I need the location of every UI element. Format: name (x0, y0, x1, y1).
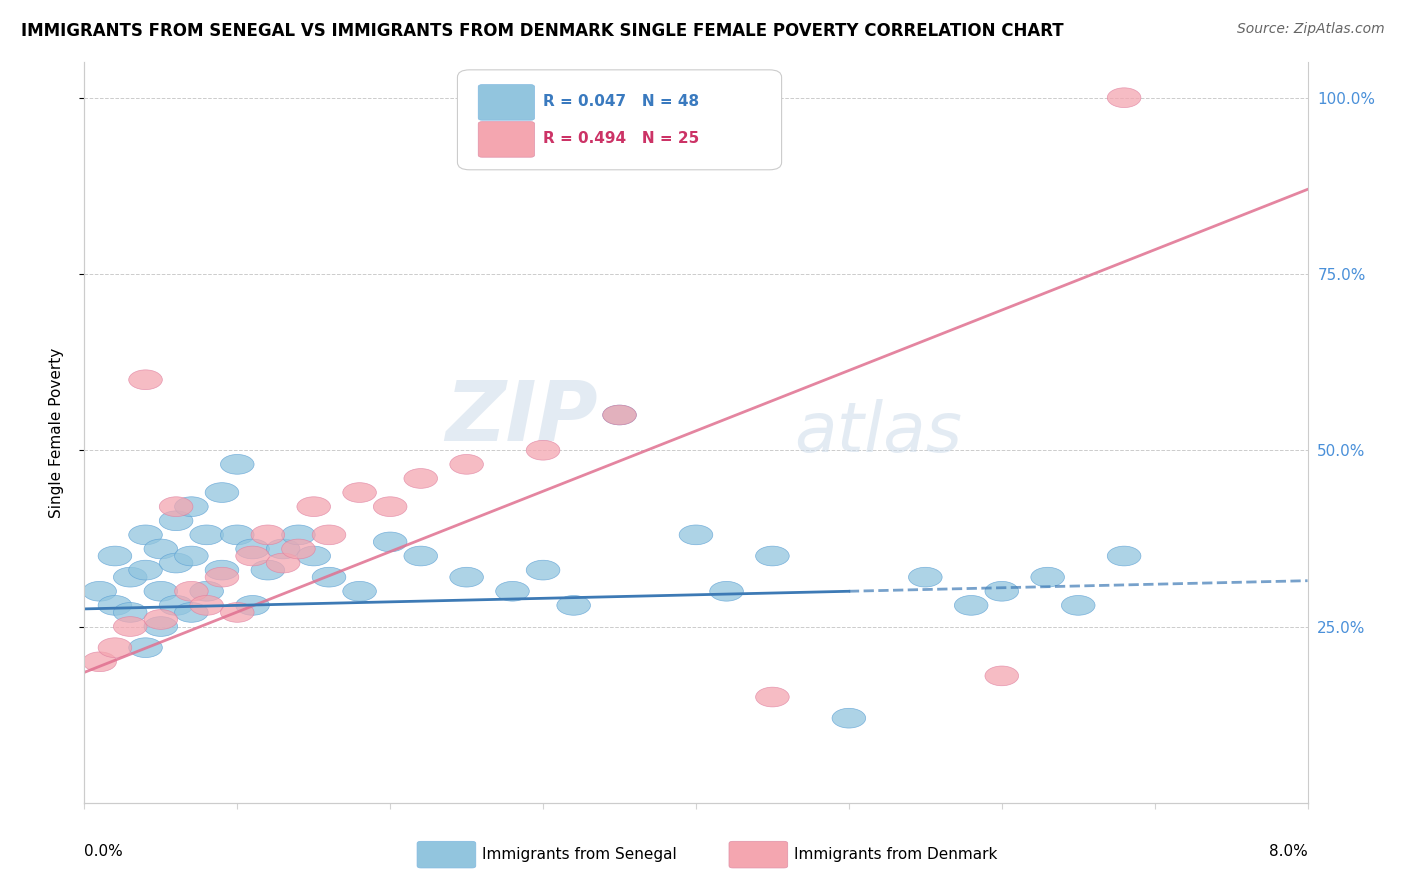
Ellipse shape (114, 567, 148, 587)
Ellipse shape (205, 483, 239, 502)
Ellipse shape (236, 539, 270, 558)
Text: 0.0%: 0.0% (84, 844, 124, 858)
Ellipse shape (343, 582, 377, 601)
Ellipse shape (83, 652, 117, 672)
Ellipse shape (159, 497, 193, 516)
Ellipse shape (312, 525, 346, 545)
Ellipse shape (129, 525, 162, 545)
FancyBboxPatch shape (478, 85, 534, 120)
Ellipse shape (190, 582, 224, 601)
Ellipse shape (174, 582, 208, 601)
Ellipse shape (1062, 596, 1095, 615)
Text: 8.0%: 8.0% (1268, 844, 1308, 858)
FancyBboxPatch shape (728, 841, 787, 868)
Ellipse shape (312, 567, 346, 587)
Text: R = 0.047   N = 48: R = 0.047 N = 48 (543, 95, 699, 109)
Ellipse shape (252, 560, 284, 580)
Ellipse shape (832, 708, 866, 728)
Ellipse shape (450, 455, 484, 475)
Ellipse shape (114, 603, 148, 623)
Ellipse shape (404, 468, 437, 488)
Ellipse shape (159, 596, 193, 615)
Ellipse shape (143, 582, 177, 601)
Ellipse shape (955, 596, 988, 615)
Text: Immigrants from Denmark: Immigrants from Denmark (794, 847, 997, 863)
Ellipse shape (1108, 87, 1140, 108)
Ellipse shape (297, 497, 330, 516)
Text: IMMIGRANTS FROM SENEGAL VS IMMIGRANTS FROM DENMARK SINGLE FEMALE POVERTY CORRELA: IMMIGRANTS FROM SENEGAL VS IMMIGRANTS FR… (21, 22, 1064, 40)
Ellipse shape (205, 567, 239, 587)
Text: Immigrants from Senegal: Immigrants from Senegal (482, 847, 676, 863)
Ellipse shape (221, 525, 254, 545)
Ellipse shape (159, 553, 193, 573)
Ellipse shape (114, 616, 148, 636)
Ellipse shape (526, 560, 560, 580)
Ellipse shape (98, 546, 132, 566)
Ellipse shape (557, 596, 591, 615)
Ellipse shape (190, 525, 224, 545)
Ellipse shape (252, 525, 284, 545)
Ellipse shape (755, 546, 789, 566)
Ellipse shape (374, 532, 406, 552)
Ellipse shape (986, 582, 1018, 601)
Ellipse shape (83, 582, 117, 601)
Ellipse shape (679, 525, 713, 545)
FancyBboxPatch shape (478, 121, 534, 157)
Ellipse shape (129, 638, 162, 657)
Ellipse shape (159, 511, 193, 531)
Text: ZIP: ZIP (446, 377, 598, 458)
Ellipse shape (281, 525, 315, 545)
Ellipse shape (1108, 546, 1140, 566)
Ellipse shape (374, 497, 406, 516)
Ellipse shape (986, 666, 1018, 686)
Y-axis label: Single Female Poverty: Single Female Poverty (49, 348, 63, 517)
Ellipse shape (236, 596, 270, 615)
Ellipse shape (143, 539, 177, 558)
Ellipse shape (496, 582, 529, 601)
Text: atlas: atlas (794, 399, 962, 467)
Ellipse shape (205, 560, 239, 580)
Text: Source: ZipAtlas.com: Source: ZipAtlas.com (1237, 22, 1385, 37)
Ellipse shape (1031, 567, 1064, 587)
Ellipse shape (129, 370, 162, 390)
Ellipse shape (190, 596, 224, 615)
FancyBboxPatch shape (418, 841, 475, 868)
Ellipse shape (281, 539, 315, 558)
Text: R = 0.494   N = 25: R = 0.494 N = 25 (543, 131, 699, 146)
Ellipse shape (526, 441, 560, 460)
Ellipse shape (221, 603, 254, 623)
Ellipse shape (174, 546, 208, 566)
Ellipse shape (174, 603, 208, 623)
FancyBboxPatch shape (457, 70, 782, 169)
Ellipse shape (343, 483, 377, 502)
Ellipse shape (450, 567, 484, 587)
Ellipse shape (129, 560, 162, 580)
Ellipse shape (143, 609, 177, 630)
Ellipse shape (236, 546, 270, 566)
Ellipse shape (404, 546, 437, 566)
Ellipse shape (174, 497, 208, 516)
Ellipse shape (710, 582, 744, 601)
Ellipse shape (266, 539, 299, 558)
Ellipse shape (297, 546, 330, 566)
Ellipse shape (603, 405, 637, 425)
Ellipse shape (908, 567, 942, 587)
Ellipse shape (98, 638, 132, 657)
Ellipse shape (221, 455, 254, 475)
Ellipse shape (98, 596, 132, 615)
Ellipse shape (143, 616, 177, 636)
Ellipse shape (603, 405, 637, 425)
Ellipse shape (266, 553, 299, 573)
Ellipse shape (755, 687, 789, 706)
